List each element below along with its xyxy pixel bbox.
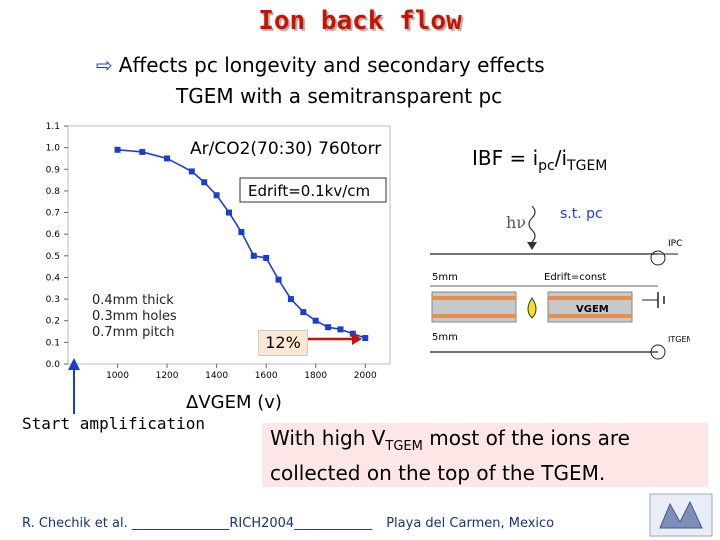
data-point (188, 168, 195, 175)
tgem-left-top-electrode (432, 296, 516, 300)
x-axis: 1000 1200 1400 1600 1800 2000 (106, 364, 377, 381)
percent-label: 12% (258, 330, 308, 356)
x-tick-label: 1800 (304, 371, 327, 381)
photon-arrow-head (527, 242, 537, 250)
data-point (275, 276, 282, 283)
y-tick-label: 0.7 (46, 209, 60, 219)
data-point (114, 146, 121, 153)
note-sub: TGEM (385, 439, 423, 454)
ibf-formula: IBF = ipc/iTGEM (472, 146, 607, 174)
data-point (325, 324, 332, 331)
y-tick-label: 0.2 (46, 317, 60, 327)
x-tick-label: 2000 (354, 371, 377, 381)
institute-logo (649, 493, 713, 537)
chart-title: Ar/CO2(70:30) 760torr (190, 139, 381, 159)
data-point (300, 309, 307, 316)
data-point (250, 252, 257, 259)
ibf-lhs: IBF = i (472, 146, 539, 170)
geometry-line-1: 0.4mm thick (92, 293, 174, 308)
y-tick-label: 0.6 (46, 230, 61, 240)
gap-bottom-label: 5mm (432, 332, 458, 343)
vgem-label: VGEM (576, 304, 609, 315)
note-post: most of the ions are (422, 426, 630, 450)
y-tick-label: 0.5 (46, 252, 60, 262)
data-point (362, 335, 369, 342)
data-point (226, 209, 232, 216)
arrow-right-icon: ⇨ (96, 53, 113, 77)
x-tick-label: 1000 (106, 371, 129, 381)
tgem-left-bottom-electrode (432, 314, 516, 318)
geometry-line-2: 0.3mm holes (92, 309, 177, 324)
logo-emblem-icon (659, 500, 703, 529)
ibf-sub-pc: pc (538, 158, 555, 174)
itgem-meter-icon (650, 344, 666, 360)
y-tick-label: 0.3 (46, 295, 60, 305)
footer: R. Chechik et al. _______________RICH200… (22, 516, 554, 531)
subtitle-line-1: ⇨ Affects pc longevity and secondary effe… (96, 53, 545, 77)
y-tick-label: 0.8 (46, 187, 61, 197)
footer-authors: R. Chechik et al. _______________ (22, 516, 230, 531)
detector-diagram: hν s.t. pc IPC 5mm Edrift=const VGEM 5mm… (430, 205, 690, 360)
logo-frame (649, 493, 713, 537)
slide-title: Ion back flow (258, 6, 462, 36)
y-tick-label: 0.0 (46, 360, 61, 370)
x-tick-label: 1200 (156, 371, 179, 381)
edrift-label: Edrift=const (544, 272, 606, 283)
hv-label: hν (506, 213, 526, 232)
data-point (337, 326, 344, 333)
itgem-label: ITGEM (668, 335, 690, 344)
geometry-line-3: 0.7mm pitch (92, 325, 175, 340)
data-point (201, 179, 208, 186)
data-point (263, 254, 270, 261)
x-axis-label: ΔVGEM (v) (186, 392, 282, 413)
footer-location: Playa del Carmen, Mexico (386, 516, 555, 531)
st-pc-label: s.t. pc (560, 206, 603, 222)
x-tick-label: 1400 (205, 371, 228, 381)
ibf-mid: /i (554, 146, 568, 170)
note-pre: With high V (270, 426, 386, 450)
y-tick-label: 0.4 (46, 273, 61, 283)
subtitle-line-1-text: Affects pc longevity and secondary effec… (118, 53, 545, 77)
field-label: Edrift=0.1kv/cm (248, 182, 370, 200)
y-tick-label: 1.0 (46, 144, 61, 154)
field-label-box (239, 177, 387, 203)
plot-area (67, 125, 391, 365)
percent-arrow-head (352, 333, 362, 345)
y-tick-label: 0.1 (46, 338, 60, 348)
data-point (164, 155, 171, 162)
data-point (139, 148, 146, 155)
data-point (238, 229, 245, 236)
footer-conference: RICH2004____________ (229, 516, 373, 531)
conclusion-note: With high VTGEM most of the ions are col… (262, 423, 708, 487)
tgem-right-top-electrode (548, 296, 632, 300)
start-arrow-head (68, 358, 80, 370)
note-line-2: collected on the top of the TGEM. (270, 461, 606, 485)
ibf-sub-tgem: TGEM (567, 158, 608, 174)
data-point (312, 317, 319, 324)
avalanche-drop-icon (527, 297, 537, 319)
tgem-right-bottom-electrode (548, 314, 632, 318)
ipc-label: IPC (668, 239, 682, 249)
geometry-annotation: 0.4mm thick 0.3mm holes 0.7mm pitch (92, 293, 177, 341)
x-tick-label: 1600 (255, 371, 278, 381)
photon-wave-icon (528, 205, 536, 243)
note-line-1: With high VTGEM most of the ions are (270, 425, 700, 460)
ibf-chart: 0.0 0.1 0.2 0.3 0.4 0.5 0.6 0.7 0.8 0.9 1.0 1.1 100… (46, 122, 391, 414)
data-point (213, 192, 220, 199)
ipc-meter-icon (650, 250, 666, 266)
y-tick-label: 0.9 (46, 165, 61, 175)
gap-top-label: 5mm (432, 272, 458, 283)
subtitle-line-2: TGEM with a semitransparent pc (176, 84, 503, 108)
start-amplification-label: Start amplification (22, 414, 206, 433)
y-axis: 0.0 0.1 0.2 0.3 0.4 0.5 0.6 0.7 0.8 0.9 1.0 1.1 (46, 122, 68, 370)
y-tick-label: 1.1 (46, 122, 60, 132)
data-point (287, 296, 294, 303)
